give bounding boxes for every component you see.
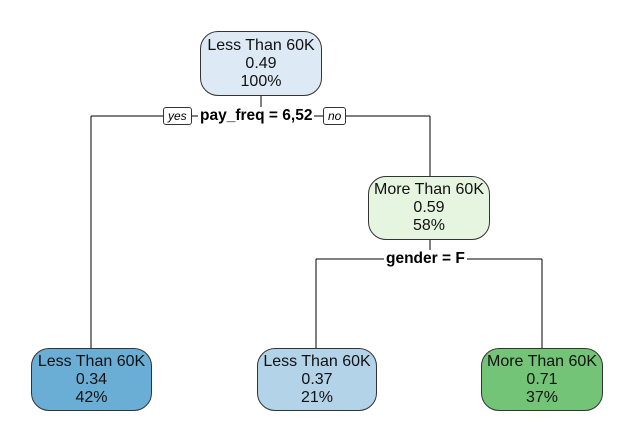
node-leaf-2-class: Less Than 60K xyxy=(263,352,371,370)
node-leaf-1: Less Than 60K 0.34 42% xyxy=(31,348,152,411)
node-right-pct: 58% xyxy=(412,217,446,234)
split-right-label: gender = F xyxy=(384,250,467,268)
node-leaf-1-pct: 42% xyxy=(75,388,108,406)
node-leaf-2-pct: 21% xyxy=(300,388,334,406)
no-tag: no xyxy=(323,107,347,125)
node-leaf-3-prob: 0.71 xyxy=(526,370,558,388)
node-root-pct: 100% xyxy=(240,72,282,90)
node-leaf-2-prob: 0.37 xyxy=(301,370,333,388)
node-root-class: Less Than 60K xyxy=(207,36,315,54)
node-root: Less Than 60K 0.49 100% xyxy=(200,31,322,96)
node-leaf-1-prob: 0.34 xyxy=(75,370,108,388)
node-root-prob: 0.49 xyxy=(245,54,277,72)
node-right: More Than 60K 0.59 58% xyxy=(368,176,490,240)
node-leaf-2: Less Than 60K 0.37 21% xyxy=(257,348,377,411)
node-right-prob: 0.59 xyxy=(413,199,445,216)
node-right-class: More Than 60K xyxy=(374,181,484,198)
node-leaf-3: More Than 60K 0.71 37% xyxy=(481,348,603,411)
yes-tag: yes xyxy=(163,107,192,125)
node-leaf-3-pct: 37% xyxy=(525,388,559,406)
node-leaf-3-class: More Than 60K xyxy=(487,352,597,370)
split-root-label: pay_freq = 6,52 xyxy=(198,107,315,125)
node-leaf-1-class: Less Than 60K xyxy=(37,352,146,370)
